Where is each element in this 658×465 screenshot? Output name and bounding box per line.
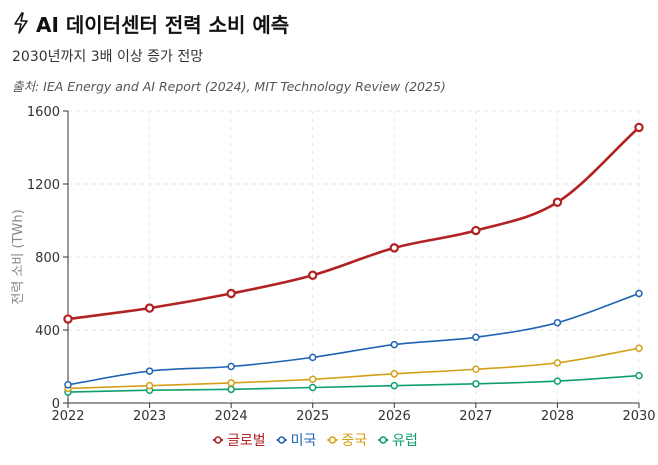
series-line-유럽	[67, 374, 640, 393]
legend-label-유럽[interactable]: 유럽	[392, 433, 418, 449]
data-point	[472, 365, 480, 373]
x-tick-label: 2027	[459, 409, 492, 424]
data-point	[390, 381, 399, 390]
series-line-중국	[67, 347, 640, 390]
legend-marker	[379, 436, 387, 444]
x-tick-label: 2024	[215, 409, 248, 424]
data-point	[145, 367, 154, 375]
data-point	[635, 344, 643, 352]
legend-label-미국[interactable]: 미국	[291, 433, 317, 449]
data-point	[634, 122, 644, 133]
chart-header: AI 데이터센터 전력 소비 예측 2030년까지 3배 이상 증가 전망 출처…	[12, 6, 646, 95]
data-point	[552, 197, 563, 207]
y-tick-label: 1600	[27, 105, 60, 120]
lightning-icon	[12, 12, 30, 34]
data-point	[308, 353, 317, 362]
chart-source: 출처: IEA Energy and AI Report (2024), MIT…	[12, 79, 446, 94]
data-point	[227, 379, 235, 387]
data-point	[389, 243, 399, 253]
legend-marker	[277, 436, 286, 444]
data-point	[144, 303, 155, 313]
data-point	[308, 383, 317, 392]
legend-marker	[214, 436, 222, 444]
x-tick-label: 2023	[133, 409, 166, 424]
data-point	[390, 340, 399, 349]
x-tick-label: 2022	[51, 409, 84, 424]
data-point	[635, 371, 643, 380]
y-tick-label: 0	[52, 397, 60, 412]
chart-title: AI 데이터센터 전력 소비 예측	[36, 12, 290, 37]
data-point	[635, 289, 643, 298]
series-line-미국	[67, 292, 640, 386]
data-point	[472, 380, 480, 388]
y-tick-label: 1200	[27, 178, 60, 193]
data-point	[64, 381, 72, 389]
x-tick-label: 2028	[541, 409, 574, 424]
data-point	[553, 359, 562, 367]
title-row: AI 데이터센터 전력 소비 예측	[12, 6, 646, 40]
data-point	[471, 225, 481, 236]
data-point	[308, 270, 318, 280]
data-point	[553, 377, 562, 385]
data-point	[227, 385, 235, 394]
y-tick-label: 400	[35, 324, 60, 339]
series-line-글로벌	[67, 126, 640, 321]
data-point	[145, 381, 154, 390]
legend-label-중국[interactable]: 중국	[341, 433, 367, 449]
data-point	[63, 314, 73, 324]
data-point	[227, 362, 235, 371]
chart-subtitle: 2030년까지 3배 이상 증가 전망	[12, 49, 204, 65]
y-tick-label: 800	[35, 251, 60, 266]
data-point	[553, 318, 562, 327]
data-point	[226, 288, 236, 299]
data-point	[308, 375, 317, 384]
x-tick-label: 2025	[296, 409, 329, 424]
legend-label-글로벌[interactable]: 글로벌	[227, 433, 266, 449]
data-point	[390, 370, 399, 378]
y-axis-label: 전력 소비 (TWh)	[11, 209, 26, 304]
x-tick-label: 2026	[378, 409, 411, 424]
x-tick-label: 2030	[622, 409, 655, 424]
legend-marker	[328, 436, 337, 444]
data-point	[472, 333, 480, 342]
